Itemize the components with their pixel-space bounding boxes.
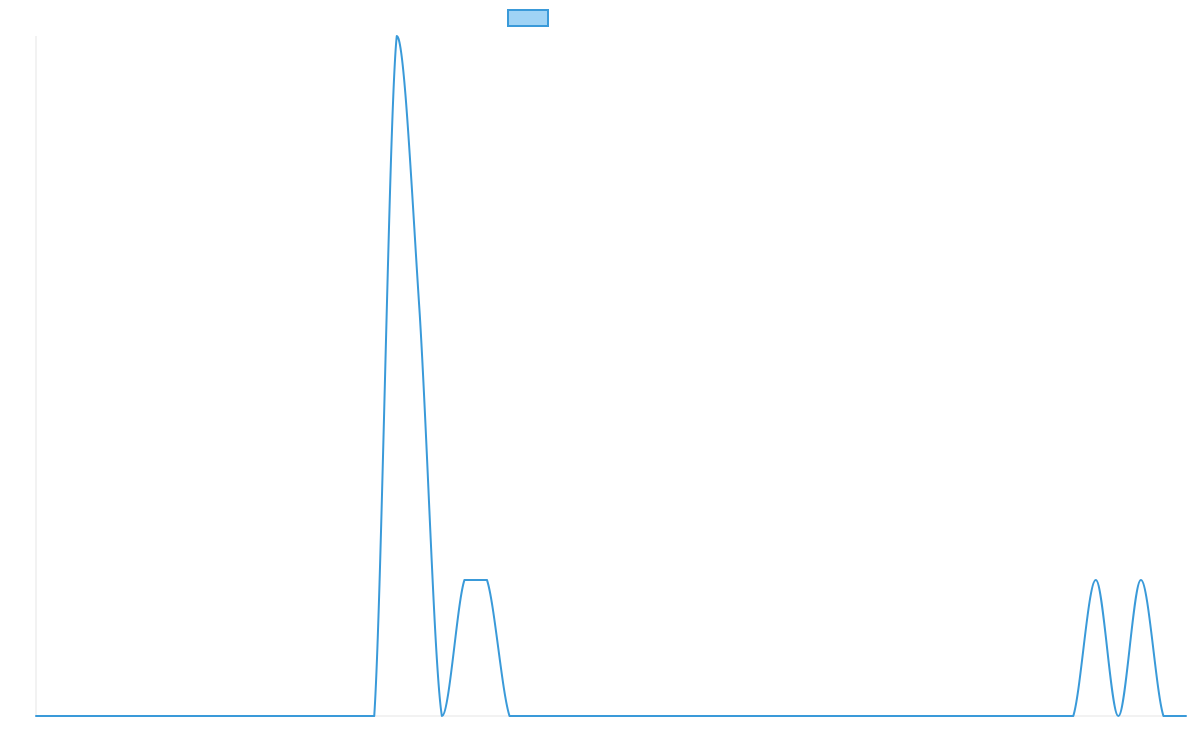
data-point-1-40[interactable]: [934, 712, 942, 720]
data-point-1-1[interactable]: [55, 712, 63, 720]
legend-swatch-series-1[interactable]: [507, 9, 549, 27]
data-point-1-12[interactable]: [303, 712, 311, 720]
data-point-1-6[interactable]: [167, 712, 175, 720]
data-point-1-36[interactable]: [844, 712, 852, 720]
data-point-1-9[interactable]: [235, 712, 243, 720]
data-point-1-10[interactable]: [257, 712, 265, 720]
data-point-1-46[interactable]: [1069, 712, 1077, 720]
data-point-1-5[interactable]: [145, 712, 153, 720]
data-point-1-30[interactable]: [708, 712, 716, 720]
data-point-1-2[interactable]: [77, 712, 85, 720]
data-point-1-41[interactable]: [957, 712, 965, 720]
data-point-1-28[interactable]: [663, 712, 671, 720]
data-point-1-35[interactable]: [821, 712, 829, 720]
data-point-1-8[interactable]: [212, 712, 220, 720]
data-point-1-31[interactable]: [731, 712, 739, 720]
data-point-1-3[interactable]: [100, 712, 108, 720]
data-point-1-15[interactable]: [370, 712, 378, 720]
series-layer: [32, 32, 1190, 720]
data-point-1-13[interactable]: [325, 712, 333, 720]
data-point-1-34[interactable]: [799, 712, 807, 720]
data-point-1-11[interactable]: [280, 712, 288, 720]
data-point-1-33[interactable]: [776, 712, 784, 720]
data-point-1-43[interactable]: [1002, 712, 1010, 720]
data-point-1-25[interactable]: [596, 712, 604, 720]
data-point-1-51[interactable]: [1182, 712, 1190, 720]
data-point-1-27[interactable]: [641, 712, 649, 720]
data-point-1-48[interactable]: [1114, 712, 1122, 720]
data-point-1-22[interactable]: [528, 712, 536, 720]
data-point-1-32[interactable]: [754, 712, 762, 720]
data-point-1-24[interactable]: [573, 712, 581, 720]
data-point-1-4[interactable]: [122, 712, 130, 720]
data-point-1-14[interactable]: [348, 712, 356, 720]
series-line-1: [35, 35, 1187, 717]
data-point-1-50[interactable]: [1159, 712, 1167, 720]
data-point-1-26[interactable]: [618, 712, 626, 720]
data-point-1-19[interactable]: [460, 576, 468, 584]
data-point-1-38[interactable]: [889, 712, 897, 720]
data-point-1-0[interactable]: [32, 712, 40, 720]
legend[interactable]: [507, 9, 549, 27]
data-point-1-18[interactable]: [438, 712, 446, 720]
axes: [35, 36, 1186, 717]
data-point-1-23[interactable]: [551, 712, 559, 720]
data-point-1-20[interactable]: [483, 576, 491, 584]
data-point-1-49[interactable]: [1137, 576, 1145, 584]
data-point-1-16[interactable]: [393, 32, 401, 40]
data-point-1-29[interactable]: [686, 712, 694, 720]
data-point-1-47[interactable]: [1092, 576, 1100, 584]
data-point-1-7[interactable]: [190, 712, 198, 720]
data-point-1-37[interactable]: [866, 712, 874, 720]
data-point-1-39[interactable]: [911, 712, 919, 720]
data-point-1-17[interactable]: [415, 304, 423, 312]
data-point-1-21[interactable]: [506, 712, 514, 720]
data-point-1-42[interactable]: [979, 712, 987, 720]
data-point-1-44[interactable]: [1024, 712, 1032, 720]
data-point-1-45[interactable]: [1047, 712, 1055, 720]
